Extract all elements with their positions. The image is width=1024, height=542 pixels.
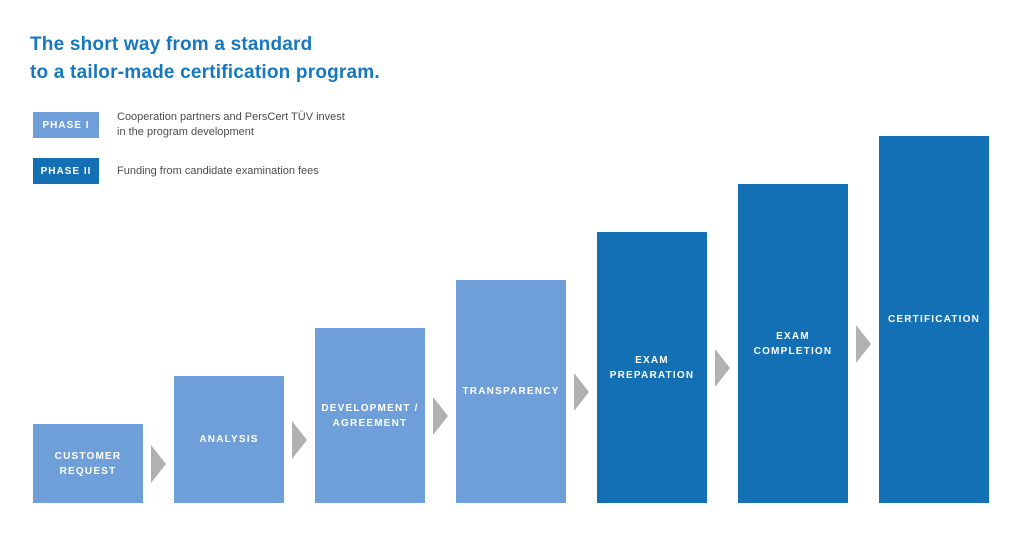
- process-step: CERTIFICATION: [879, 136, 989, 503]
- legend-phase-label: PHASE II: [40, 165, 92, 177]
- process-step-label: CERTIFICATION: [887, 314, 981, 325]
- diagram-title: The short way from a standard to a tailor…: [30, 31, 380, 87]
- arrow-icon: [856, 325, 871, 363]
- arrow-icon: [433, 397, 448, 435]
- process-step: ANALYSIS: [174, 376, 284, 503]
- process-step-label: DEVELOPMENT / AGREEMENT: [321, 402, 419, 429]
- process-step-label: ANALYSIS: [199, 434, 259, 445]
- process-step: CUSTOMER REQUEST: [33, 424, 143, 503]
- process-step: TRANSPARENCY: [456, 280, 566, 503]
- arrow-icon: [292, 421, 307, 459]
- legend-description: Cooperation partners and PersCert TÜV in…: [117, 111, 345, 138]
- process-step: EXAM PREPARATION: [597, 232, 707, 503]
- legend-row: PHASE I Cooperation partners and PersCer…: [33, 110, 345, 140]
- diagram-title-line1: The short way from a standard: [30, 34, 313, 55]
- arrow-icon: [715, 349, 730, 387]
- process-step-label: EXAM COMPLETION: [753, 330, 833, 357]
- legend-phase-label: PHASE I: [42, 119, 90, 131]
- process-step-label: EXAM PREPARATION: [609, 354, 695, 381]
- legend: PHASE I Cooperation partners and PersCer…: [33, 110, 345, 202]
- arrow-icon: [151, 445, 166, 483]
- legend-phase-badge: PHASE II: [33, 158, 99, 184]
- process-step-label: CUSTOMER REQUEST: [54, 450, 122, 477]
- legend-description: Funding from candidate examination fees: [117, 164, 319, 177]
- legend-row: PHASE II Funding from candidate examinat…: [33, 158, 345, 184]
- process-step: EXAM COMPLETION: [738, 184, 848, 503]
- legend-phase-badge: PHASE I: [33, 112, 99, 138]
- diagram-title-line2: to a tailor-made certification program.: [30, 62, 380, 83]
- process-step: DEVELOPMENT / AGREEMENT: [315, 328, 425, 503]
- process-step-label: TRANSPARENCY: [462, 386, 560, 397]
- arrow-icon: [574, 373, 589, 411]
